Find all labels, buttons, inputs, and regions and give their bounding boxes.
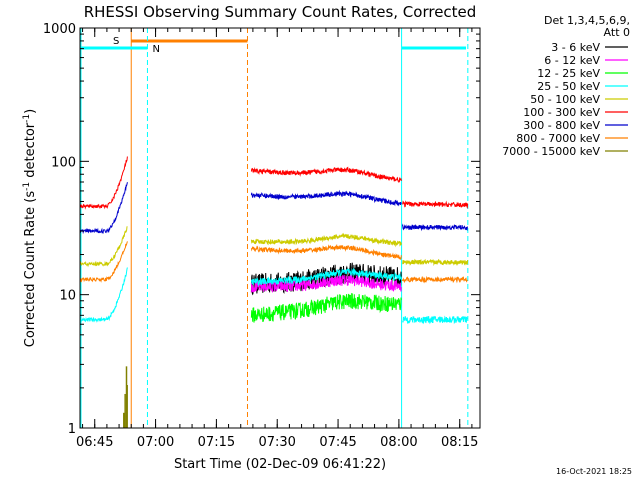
series-line-main [250,293,402,323]
timestamp: 16-Oct-2021 18:25 [556,467,632,476]
series-line-post [402,200,469,209]
legend-entry-label: 100 - 300 keV [523,106,600,119]
plot-area: SN [79,28,469,428]
series-6-12keV [250,273,402,293]
series-line-post [401,223,469,232]
y-tick-label: 100 [51,155,76,170]
legend-entry-label: 3 - 6 keV [551,41,600,54]
series-line-pre [79,267,128,323]
series-7000-15000keV [123,366,128,428]
series-line-main [250,232,402,248]
legend-header-detectors: Det 1,3,4,5,6,9, [544,14,630,27]
y-axis-label: Corrected Count Rate (s-1 detector-1) [22,109,38,347]
series-line-pre [79,182,128,235]
y-axis: 1 10 100 1000 [43,22,480,437]
legend-entry-label: 6 - 12 keV [544,54,600,67]
x-tick-label: 07:00 [137,435,174,450]
legend-entry-label: 7000 - 15000 keV [502,145,600,158]
axes [79,27,481,429]
series-25-50keV [79,267,469,325]
legend-entry-label: 800 - 7000 keV [516,132,600,145]
series-800-7000keV [79,241,468,284]
series-12-25keV [250,293,402,323]
x-tick-label: 07:30 [258,435,295,450]
series-line-main [250,273,402,293]
x-axis-label: Start Time (02-Dec-09 06:41:22) [174,457,386,472]
x-axis: 06:45 07:00 07:15 07:30 07:45 08:00 08:15 [76,28,478,450]
series-line-main [250,189,402,207]
legend-entry-label: 50 - 100 keV [530,93,600,106]
series-line-main [250,267,402,287]
y-tick-label: 10 [59,289,76,304]
series-50-100keV [79,226,469,268]
series-100-300keV [79,156,469,210]
series-300-800keV [79,182,469,235]
y-tick-label: 1 [68,422,76,437]
series-line-main [250,166,402,183]
saa-flag-label: S [113,36,119,47]
x-tick-label: 08:15 [441,435,478,450]
x-tick-label: 06:45 [76,435,113,450]
series-line-post [402,258,469,267]
series-line-pre [79,241,128,283]
series-line-post [402,315,469,325]
chart-title: RHESSI Observing Summary Count Rates, Co… [84,3,477,21]
y-tick-label: 1000 [43,22,76,37]
series-line-main [250,243,402,261]
series-line-post [401,275,468,284]
plot-frame [79,27,481,429]
legend-entry-label: 300 - 800 keV [523,119,600,132]
night-flag-label: N [152,44,159,55]
legend-header-attenuator: Att 0 [604,26,630,39]
x-tick-label: 07:45 [319,435,356,450]
legend-entry-label: 12 - 25 keV [537,67,600,80]
series-line-pre [79,226,128,268]
legend-entry-label: 25 - 50 keV [537,80,600,93]
series-line-pre [79,156,128,210]
x-tick-label: 07:15 [198,435,235,450]
x-tick-label: 08:00 [380,435,417,450]
